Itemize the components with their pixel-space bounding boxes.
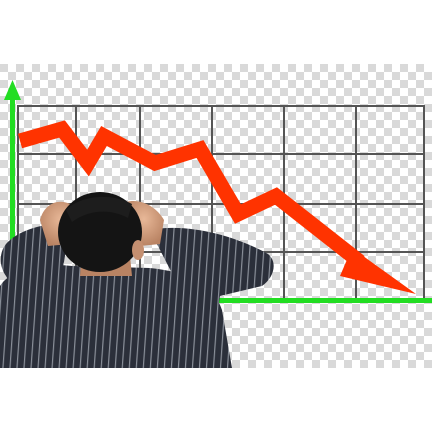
torso — [0, 264, 232, 368]
y-axis — [10, 96, 15, 306]
downward-trend-arrow-icon — [17, 120, 416, 294]
chart-axes — [4, 80, 432, 306]
stressed-person — [0, 192, 274, 368]
hair-fingers — [66, 196, 132, 222]
x-axis — [10, 298, 432, 303]
ear — [132, 240, 144, 260]
y-axis-arrowhead-icon — [4, 80, 21, 100]
